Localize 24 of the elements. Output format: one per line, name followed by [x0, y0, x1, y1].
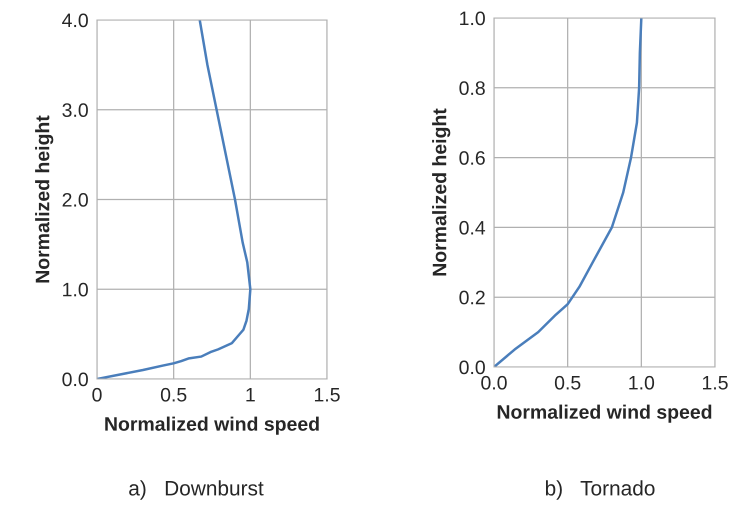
x-axis-title: Normalized wind speed [498, 404, 712, 423]
y-tick-label: 0.0 [459, 360, 485, 374]
y-tick-label: 0.2 [459, 290, 485, 304]
x-tick-label: 1 [246, 388, 255, 402]
x-tick-label: 0.5 [554, 376, 580, 390]
text: a) Downburst [129, 480, 264, 500]
y-tick-label: 2.0 [62, 192, 88, 207]
x-tick-label: 0 [92, 388, 102, 402]
y-axis-title: Normalized height [35, 115, 54, 282]
y-tick-label: 4.0 [62, 13, 88, 28]
x-tick-label: 1.0 [629, 376, 654, 390]
y-axis-title: Normalized height [432, 108, 450, 276]
text: b) Tornado [546, 480, 655, 500]
x-tick-label: 0.5 [160, 388, 186, 402]
y-tick-label: 0.4 [459, 220, 486, 235]
x-tick-label: 1.5 [314, 388, 340, 402]
y-tick-label: 0.8 [459, 81, 485, 96]
x-tick-label: 1.5 [702, 376, 728, 390]
y-tick-label: 1.0 [63, 282, 88, 296]
y-tick-label: 1.0 [460, 11, 485, 26]
y-tick-label: 3.0 [62, 103, 88, 117]
y-tick-label: 0.6 [459, 151, 485, 165]
x-axis-title: Normalized wind speed [105, 416, 319, 435]
x-tick-label: 0.0 [481, 376, 507, 390]
